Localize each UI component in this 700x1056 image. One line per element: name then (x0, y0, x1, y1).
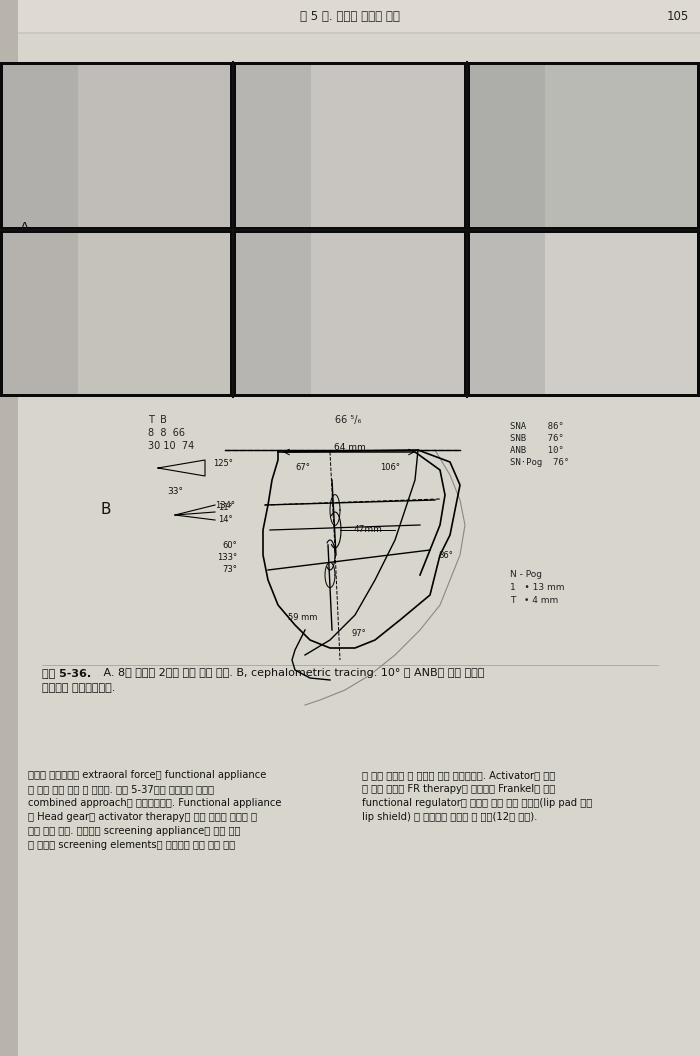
Text: 59 mm: 59 mm (288, 614, 317, 622)
Text: 86°: 86° (438, 550, 453, 560)
Text: lip shield) 을 추가해서 사용할 수 있다(12장 참조).: lip shield) 을 추가해서 사용할 수 있다(12장 참조). (362, 812, 538, 822)
Text: 67°: 67° (295, 464, 310, 472)
Bar (470, 232, 697, 394)
Text: 33°: 33° (167, 487, 183, 496)
Bar (3, 232, 230, 394)
Bar (237, 232, 463, 394)
Text: 이것이 상악치궁에 extraoral force와 functional appliance: 이것이 상악치궁에 extraoral force와 functional ap… (28, 770, 267, 780)
Text: 11°: 11° (218, 504, 232, 512)
Text: 106°: 106° (380, 464, 400, 472)
Text: 125°: 125° (213, 458, 233, 468)
Bar (3, 232, 78, 394)
Text: A: A (20, 221, 29, 234)
Text: A. 8세 소녀의 2차적 하순 기능 장애. B, cephalometric tracing. 10° 의 ANB가 있는 골격적: A. 8세 소녀의 2차적 하순 기능 장애. B, cephalometric… (100, 668, 484, 678)
Text: functional regulator에 사용한 것과 같은 부속물(lip pad 혽은: functional regulator에 사용한 것과 같은 부속물(lip … (362, 798, 592, 808)
Text: 14°: 14° (218, 515, 232, 525)
Bar (18, 0, 700, 32)
Text: 97°: 97° (352, 628, 367, 638)
Text: 134°: 134° (215, 501, 235, 509)
Bar (18, 400, 700, 660)
Text: 105: 105 (667, 10, 689, 22)
Bar (3, 65, 78, 226)
Bar (0, 0, 18, 1056)
Text: B: B (100, 503, 111, 517)
Text: 우가 많이 있다. 그러멐써 screening appliance는 다른 장치: 우가 많이 있다. 그러멐써 screening appliance는 다른 장… (28, 826, 241, 836)
Text: 1   • 13 mm: 1 • 13 mm (510, 583, 564, 592)
Bar (3, 65, 230, 226)
Bar (0, 62, 700, 397)
Text: 47mm: 47mm (354, 525, 382, 534)
Text: ANB    10°: ANB 10° (510, 446, 564, 455)
Text: 그 원리 자체는 FR therapy와 다르지만 Frankel이 그의: 그 원리 자체는 FR therapy와 다르지만 Frankel이 그의 (362, 784, 555, 794)
Text: 8  8  66: 8 8 66 (148, 428, 185, 438)
Text: 로 약간의 screening elements를 첨가해서 다른 치료 방법: 로 약간의 screening elements를 첨가해서 다른 치료 방법 (28, 840, 235, 850)
Text: 133°: 133° (217, 552, 237, 562)
Text: SNB    76°: SNB 76° (510, 434, 564, 444)
Text: 과 함께 사용될 수 있다는 것이 명백해졌다. Activator는 비록: 과 함께 사용될 수 있다는 것이 명백해졌다. Activator는 비록 (362, 770, 555, 780)
Bar (237, 65, 312, 226)
Text: 나 Head gear와 activator therapy를 함께 시행해 성공한 경: 나 Head gear와 activator therapy를 함께 시행해 성… (28, 812, 257, 822)
Bar (470, 65, 545, 226)
Text: 그림 5-36.: 그림 5-36. (42, 668, 91, 678)
Bar (470, 232, 545, 394)
Bar (470, 65, 697, 226)
Text: N - Pog: N - Pog (510, 570, 542, 579)
Text: combined approach가 성공적이었다. Functional appliance: combined approach가 성공적이었다. Functional ap… (28, 798, 281, 808)
Text: 66 ⁵/₆: 66 ⁵/₆ (335, 415, 361, 425)
Text: 제 5 장. 기능적 장치의 원리: 제 5 장. 기능적 장치의 원리 (300, 10, 400, 22)
Text: SNA    86°: SNA 86° (510, 422, 564, 431)
Text: 64 mm: 64 mm (334, 444, 366, 452)
Text: 30 10  74: 30 10 74 (148, 441, 195, 451)
Text: 를 함께 쓰면 좋은 한 예이다. 그림 5-37에서 보여주는 것처럼: 를 함께 쓰면 좋은 한 예이다. 그림 5-37에서 보여주는 것처럼 (28, 784, 214, 794)
Text: 73°: 73° (222, 565, 237, 573)
Bar (237, 232, 312, 394)
Text: 불일치는 영구적이었다.: 불일치는 영구적이었다. (42, 683, 116, 693)
Text: 60°: 60° (223, 541, 237, 549)
Text: SN·Pog  76°: SN·Pog 76° (510, 458, 569, 467)
Text: T  B: T B (148, 415, 167, 425)
Bar (237, 65, 463, 226)
Text: T   • 4 mm: T • 4 mm (510, 596, 559, 605)
